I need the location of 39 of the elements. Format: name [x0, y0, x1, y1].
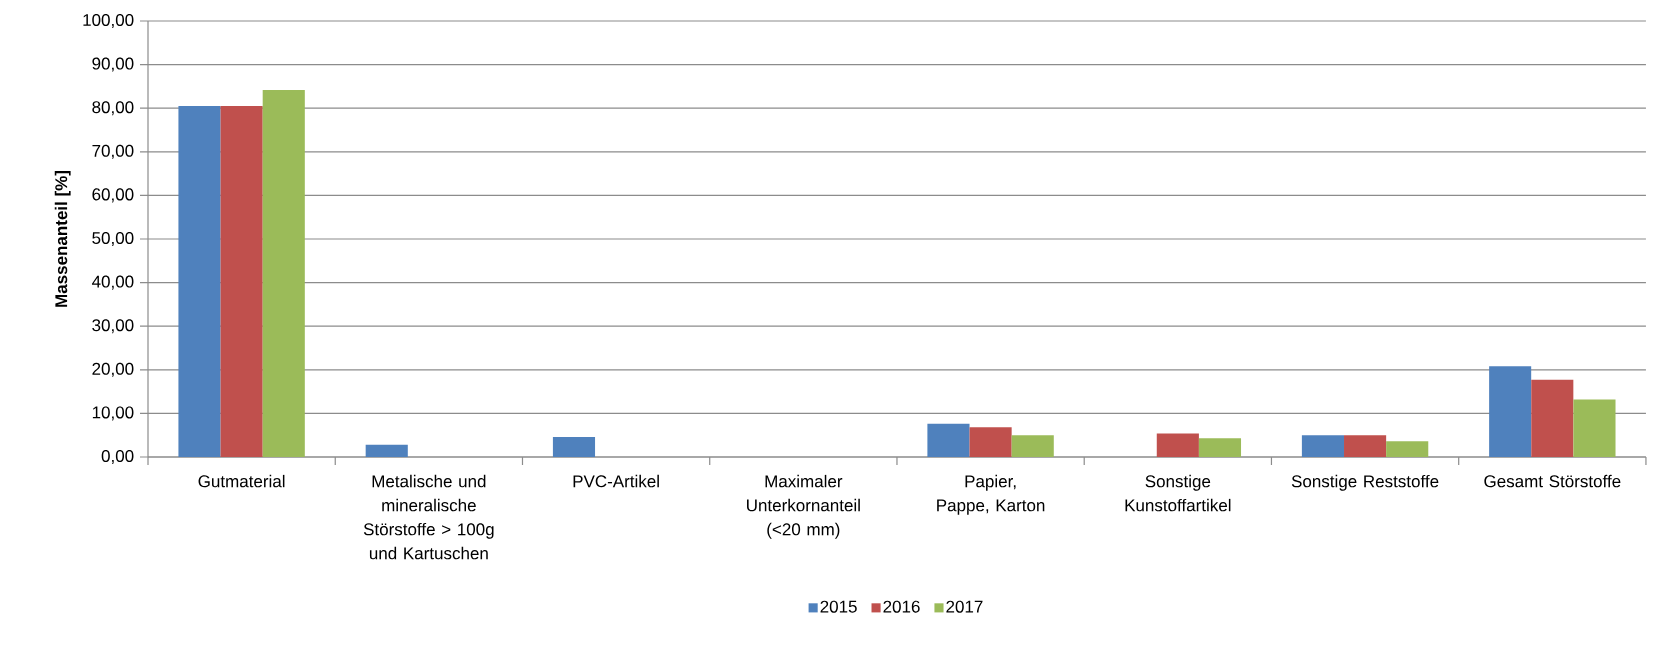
bar — [1156, 433, 1199, 457]
bar — [262, 89, 305, 457]
y-tick-label: 70,00 — [92, 144, 134, 159]
y-tick-label: 30,00 — [92, 319, 134, 334]
bar — [1011, 435, 1054, 457]
bar — [1489, 366, 1532, 457]
x-tick-label: Sonstige Kunstoffartikel — [1125, 474, 1231, 512]
legend-label: 2015 — [820, 600, 857, 613]
y-axis-title: Massenanteil [%] — [54, 171, 71, 307]
x-tick-label: Papier, Pappe, Karton — [937, 474, 1045, 515]
bar — [1301, 435, 1345, 457]
x-tick-label: PVC-Artikel — [573, 474, 659, 488]
x-tick-label: Gutmaterial — [198, 474, 285, 488]
bar — [1531, 379, 1574, 457]
y-tick-label: 20,00 — [92, 362, 134, 377]
x-tick-label: Sonstige Reststoffe — [1291, 474, 1439, 491]
y-tick-label: 50,00 — [92, 231, 134, 247]
bar — [552, 436, 596, 457]
bar — [178, 106, 221, 457]
x-tick-label: Metalische und mineralische Störstoffe > 100g und Kartuschen — [363, 474, 494, 560]
y-tick-label: 100,00 — [83, 13, 134, 29]
y-tick-label: 0,00 — [101, 449, 134, 465]
bar — [1344, 435, 1387, 457]
bar — [365, 444, 408, 457]
bar — [1198, 438, 1242, 457]
y-tick-label: 90,00 — [92, 57, 134, 72]
legend-label: 2017 — [946, 600, 983, 613]
bar — [220, 106, 263, 457]
legend-label: 2016 — [883, 600, 920, 613]
y-tick-label: 80,00 — [92, 101, 134, 116]
bar — [969, 427, 1012, 457]
y-tick-label: 60,00 — [92, 188, 134, 203]
x-tick-label: Gesamt Störstoffe — [1484, 474, 1621, 488]
bar — [927, 423, 970, 457]
bar — [1386, 441, 1429, 457]
y-tick-label: 40,00 — [91, 275, 134, 290]
bar — [1573, 399, 1616, 457]
y-tick-label: 10,00 — [92, 406, 134, 421]
x-tick-label: Maximaler Unterkornanteil (<20 mm) — [747, 474, 860, 539]
